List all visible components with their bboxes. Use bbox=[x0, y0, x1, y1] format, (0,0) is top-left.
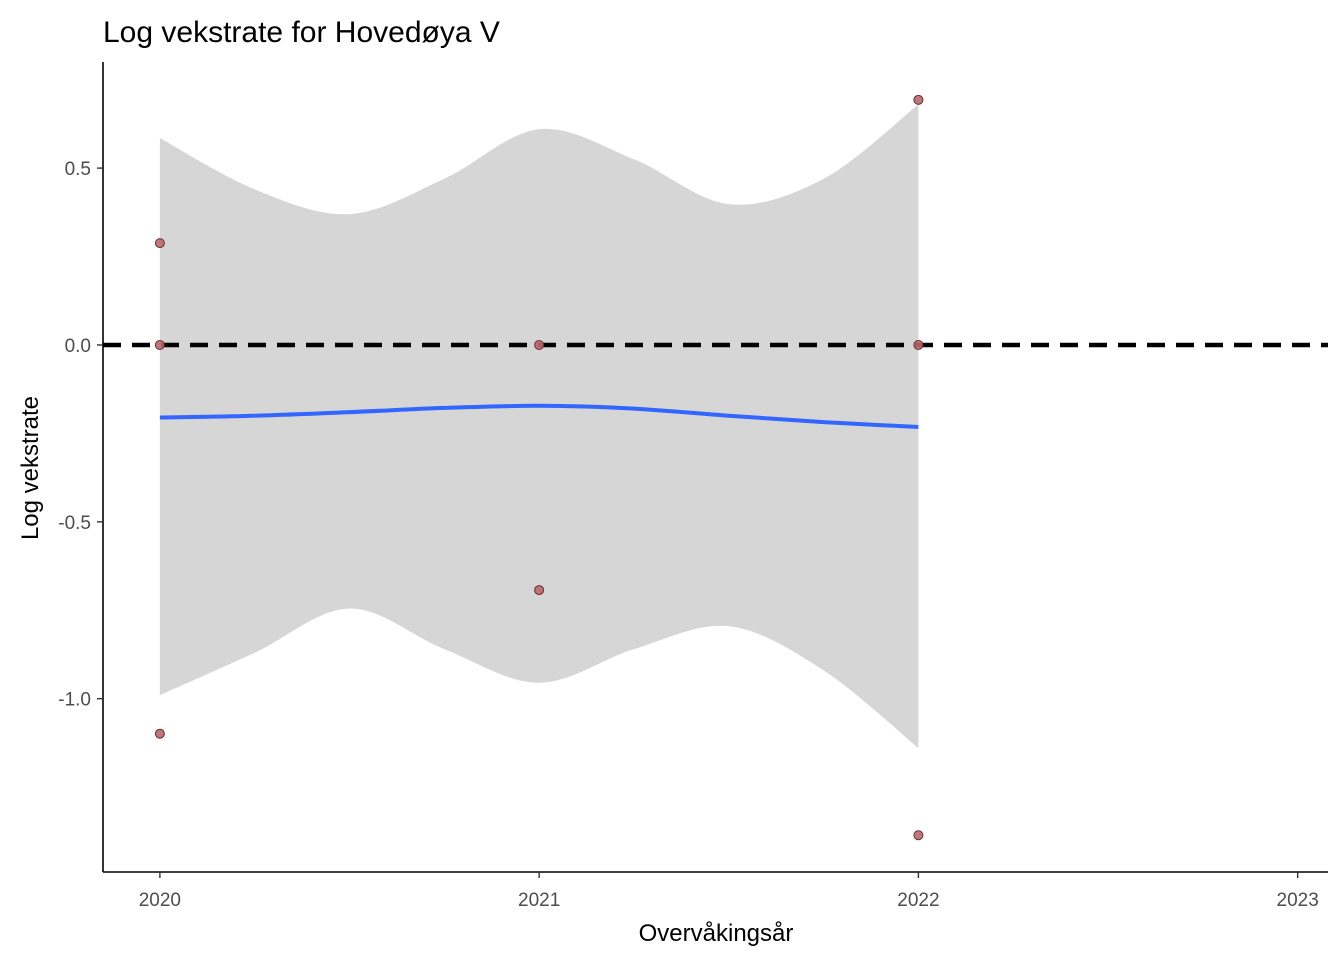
data-point-1 bbox=[154, 339, 165, 350]
data-point-3 bbox=[534, 339, 545, 350]
x-tick-label-3: 2023 bbox=[1277, 890, 1319, 911]
x-tick-label-1: 2021 bbox=[518, 890, 560, 911]
data-point-7 bbox=[913, 830, 924, 841]
y-tick-label-3: -1.0 bbox=[58, 690, 91, 711]
x-tick-label-0: 2020 bbox=[139, 890, 181, 911]
y-axis-title: Log vekstrate bbox=[17, 396, 44, 540]
confidence-ribbon bbox=[159, 104, 919, 749]
trend-line bbox=[159, 403, 919, 430]
x-axis-title: Overvåkingsår bbox=[639, 920, 794, 947]
y-tick-label-2: -0.5 bbox=[58, 513, 91, 534]
data-point-5 bbox=[913, 94, 924, 105]
x-tick-label-2: 2022 bbox=[897, 890, 939, 911]
plot-area: 2020 2021 2022 2023 0.5 0.0 -0.5 -1.0 bbox=[58, 62, 1328, 911]
chart-title: Log vekstrate for Hovedøya V bbox=[103, 16, 500, 49]
data-point-2 bbox=[154, 728, 165, 739]
y-tick-label-1: 0.0 bbox=[65, 336, 91, 357]
data-point-6 bbox=[913, 339, 924, 350]
y-tick-label-0: 0.5 bbox=[65, 159, 91, 180]
data-point-0 bbox=[154, 238, 165, 249]
data-point-4 bbox=[534, 585, 545, 596]
